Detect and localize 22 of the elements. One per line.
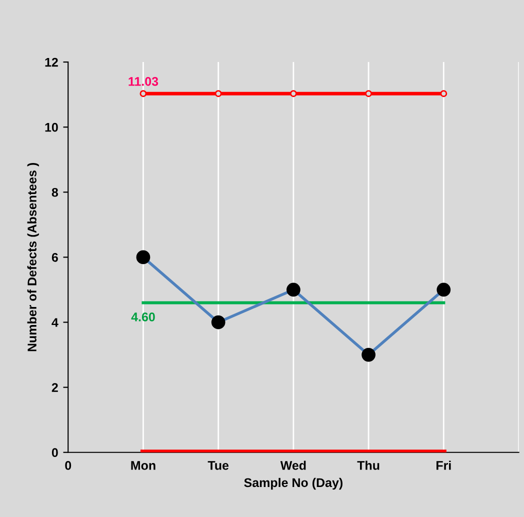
point [365,90,372,98]
y-axis-title: Number of Defects (Absentees ) [27,163,39,352]
x-tick-label: 0 [65,461,72,470]
x-axis-title: Sample No (Day) [244,478,342,490]
point [290,90,297,98]
annotation: 4.60 [131,312,155,322]
y-tick-label: 6 [52,253,58,262]
y-tick-label: 4 [52,318,58,327]
x-tick-label: Thu [357,460,380,470]
point [140,90,147,98]
y-tick-label: 10 [45,122,58,132]
y-tick-label: 8 [52,188,58,197]
annotation: 11.03 [128,76,158,86]
x-tick-label: Wed [280,460,306,470]
y-tick-label: 0 [52,448,58,458]
x-tick-label: Fri [436,460,451,470]
y-tick-label: 2 [52,383,58,392]
point [440,90,448,98]
x-tick-label: Mon [131,461,156,470]
point [214,90,222,98]
x-tick-label: Tue [208,461,229,470]
y-tick-label: 12 [45,58,58,67]
